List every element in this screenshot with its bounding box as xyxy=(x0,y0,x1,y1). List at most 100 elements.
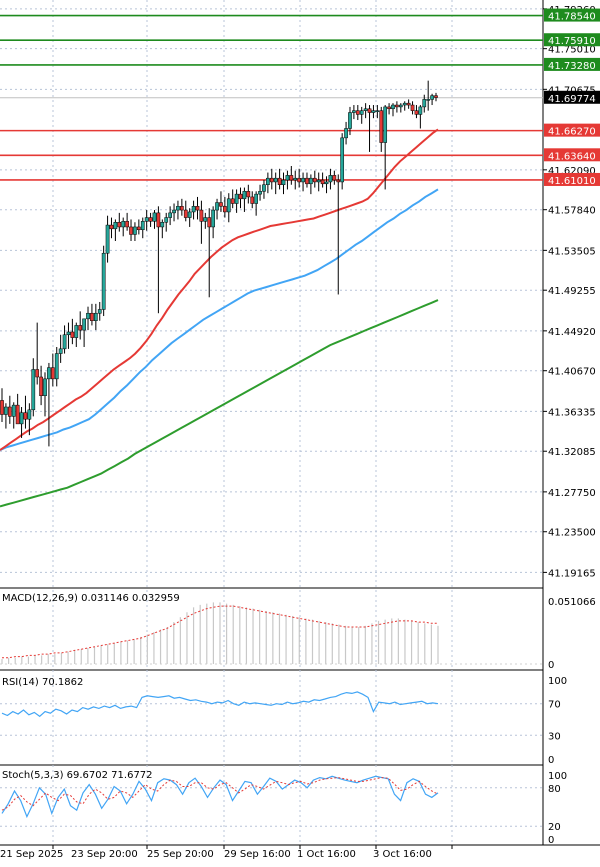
candle-body xyxy=(183,209,188,218)
candle-body xyxy=(187,211,192,218)
candle-body xyxy=(152,212,157,222)
candle-body xyxy=(0,400,4,415)
candle-body xyxy=(203,217,208,222)
price-tick-label: 41.53505 xyxy=(548,246,596,257)
price-tick-label: 41.36335 xyxy=(548,407,596,418)
candle-body xyxy=(66,331,71,336)
candle-body xyxy=(418,106,423,115)
candle-body xyxy=(297,177,302,183)
candle-body xyxy=(301,177,305,183)
support-level-tag-label: 41.66270 xyxy=(548,127,596,138)
time-tick-label: 23 Sep 20:00 xyxy=(71,849,138,860)
candle-body xyxy=(164,217,169,223)
current-price-tag xyxy=(544,90,600,104)
candle-body xyxy=(54,353,59,380)
candle-body xyxy=(426,99,431,101)
candle-body xyxy=(402,102,407,106)
price-tick-label: 41.75010 xyxy=(548,45,596,56)
candle-body xyxy=(223,206,227,213)
candle-body xyxy=(129,226,133,235)
support-level-tag xyxy=(544,123,600,137)
candle-body xyxy=(82,318,86,331)
candle-body xyxy=(121,221,126,228)
candle-body xyxy=(332,175,337,181)
candle-body xyxy=(140,221,145,231)
candle-body xyxy=(39,376,43,397)
candle-body xyxy=(191,206,196,213)
candle-body xyxy=(273,177,278,183)
macd-axis-label: 0 xyxy=(548,660,554,671)
candle-body xyxy=(258,191,262,195)
main-price-pane xyxy=(0,14,543,508)
candle-body xyxy=(176,206,180,211)
candle-body xyxy=(113,222,118,230)
candle-body xyxy=(309,177,313,185)
candle-body xyxy=(262,184,266,192)
candle-body xyxy=(367,108,372,113)
candle-body xyxy=(355,110,360,115)
moving-average-fast xyxy=(0,128,439,451)
candle-body xyxy=(250,196,255,204)
time-axis: 21 Sep 2025 23 Sep 20:00 25 Sep 20:00 29 Se… xyxy=(0,845,453,860)
price-tick-label: 41.62090 xyxy=(548,166,596,177)
candle-body xyxy=(15,404,20,425)
candle-body xyxy=(277,177,282,185)
candle-body xyxy=(395,104,399,108)
rsi-pane: RSI(14) 70.1862 xyxy=(0,677,543,736)
candle-body xyxy=(133,226,137,235)
price-tick-label: 41.19165 xyxy=(548,568,596,579)
candle-body xyxy=(430,95,434,100)
candle-body xyxy=(305,177,309,185)
candle-body xyxy=(195,206,200,211)
candle-body xyxy=(180,206,184,211)
candle-body xyxy=(379,110,384,143)
candle-body xyxy=(254,193,258,204)
candle-body xyxy=(136,226,141,231)
candle-body xyxy=(211,209,215,228)
time-tick-label: 21 Sep 2025 xyxy=(0,849,63,860)
time-tick-label: 29 Sep 16:00 xyxy=(224,849,291,860)
candle-body xyxy=(199,209,204,222)
rsi-axis-label: 30 xyxy=(548,731,561,742)
candle-body xyxy=(406,102,411,106)
candle-body xyxy=(97,309,102,314)
candle-body xyxy=(148,217,153,222)
candle-body xyxy=(281,179,286,185)
resistance-level-tag-label: 41.75910 xyxy=(548,36,596,47)
candle-body xyxy=(324,181,329,185)
current-price-label: 41.69774 xyxy=(548,94,596,105)
candle-body xyxy=(160,222,165,228)
candle-body xyxy=(359,110,364,115)
time-tick-label: 25 Sep 20:00 xyxy=(147,849,214,860)
rsi-axis-label: 100 xyxy=(548,676,567,687)
candle-body xyxy=(78,325,83,331)
candle-body xyxy=(387,106,391,110)
time-tick-label: 1 Oct 16:00 xyxy=(297,849,356,860)
candle-body xyxy=(316,179,321,183)
moving-average-slow xyxy=(0,299,439,508)
candle-body xyxy=(266,177,270,185)
candle-body xyxy=(234,193,239,204)
candle-body xyxy=(398,104,403,108)
candle-body xyxy=(4,406,8,415)
candle-body xyxy=(434,95,438,98)
candle-body xyxy=(293,177,298,181)
candle-body xyxy=(336,179,341,183)
candle-body xyxy=(269,177,274,183)
candle-body xyxy=(375,110,380,112)
candle-body xyxy=(344,128,348,139)
candle-body xyxy=(70,331,75,338)
candle-body xyxy=(93,312,98,321)
stoch-k-line xyxy=(1,775,439,819)
candle-body xyxy=(50,367,55,380)
support-level-tag xyxy=(544,148,600,162)
candle-body xyxy=(230,198,235,204)
candle-body xyxy=(328,175,333,183)
macd-axis-label: 0.051066 xyxy=(548,597,596,608)
rsi-label: RSI(14) 70.1862 xyxy=(2,677,83,688)
candle-body xyxy=(312,177,317,183)
price-axis: 41.7926041.7501041.7067541.6209041.57840… xyxy=(543,5,600,846)
resistance-level-tag xyxy=(544,8,600,22)
candle-body xyxy=(109,224,114,230)
